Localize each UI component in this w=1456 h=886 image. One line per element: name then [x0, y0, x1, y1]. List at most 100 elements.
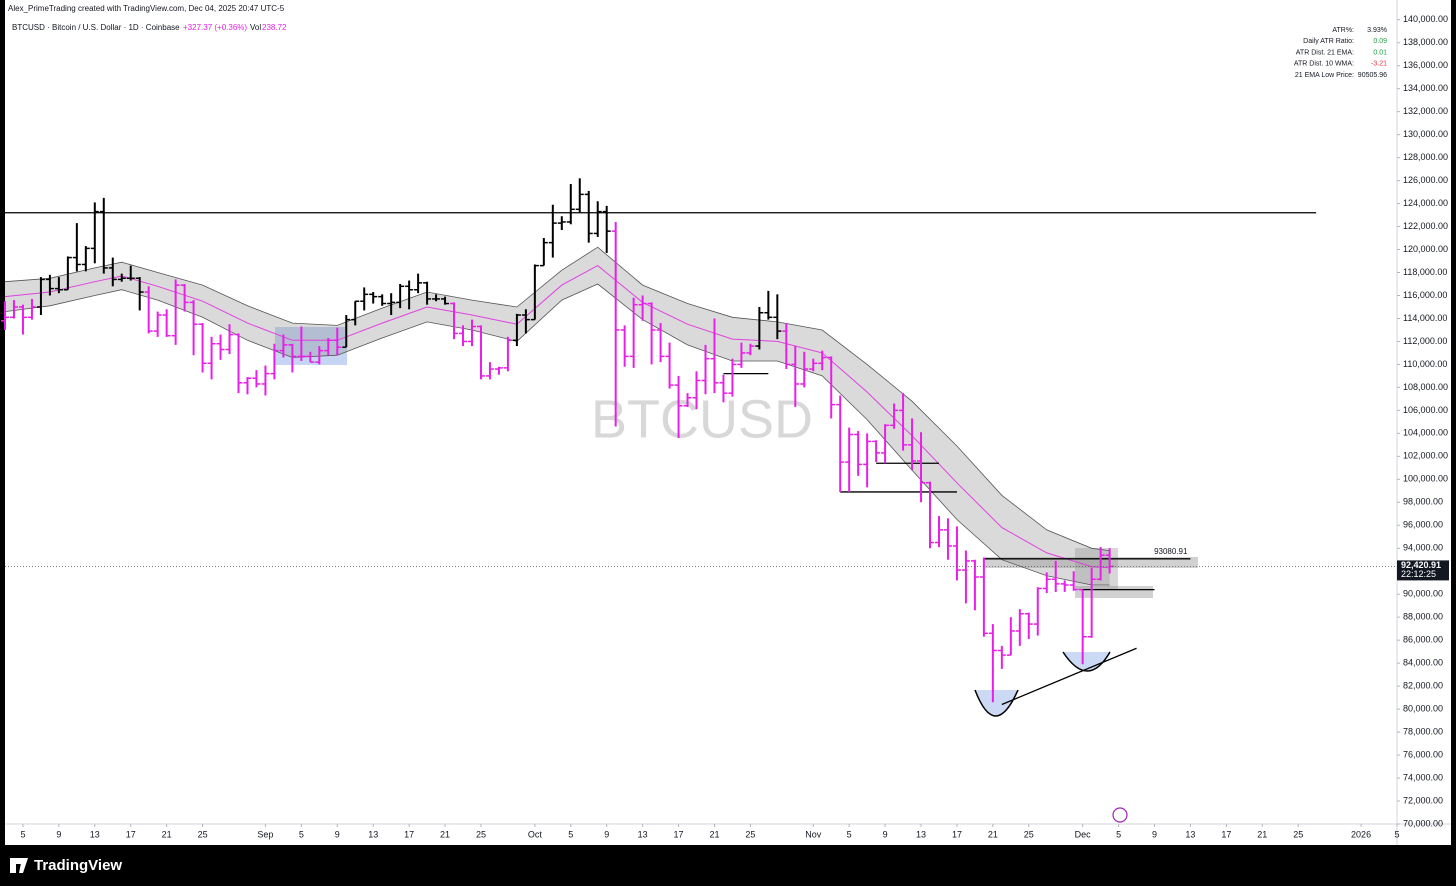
y-tick-label: 72,000.00	[1403, 795, 1443, 805]
x-tick-label: 13	[368, 829, 378, 839]
y-tick-label: 70,000.00	[1403, 818, 1443, 828]
y-tick-label: 90,000.00	[1403, 589, 1443, 599]
x-tick-label: 13	[638, 829, 648, 839]
info-value: 0.01	[1373, 49, 1387, 56]
alert-icon[interactable]	[1112, 807, 1128, 823]
band-lower	[4, 283, 1110, 586]
x-tick-label: Oct	[528, 829, 543, 839]
x-tick-label: 9	[604, 829, 609, 839]
cup-curve	[1062, 651, 1111, 672]
y-tick-label: 128,000.00	[1403, 152, 1448, 162]
x-tick-label: 5	[847, 829, 852, 839]
y-tick-label: 110,000.00	[1403, 359, 1447, 369]
x-tick-label: 21	[1257, 829, 1267, 839]
y-tick-label: 74,000.00	[1403, 772, 1443, 782]
change: +327.37 (+0.36%)	[183, 23, 247, 32]
y-tick-label: 136,000.00	[1403, 60, 1448, 70]
y-tick-label: 114,000.00	[1403, 313, 1447, 323]
header: Alex_PrimeTrading created with TradingVi…	[8, 4, 285, 13]
x-tick-label: 5	[1394, 829, 1399, 839]
last-price-label: 92,420.91	[1401, 560, 1441, 570]
info-label: ATR Dist. 21 EMA:	[1296, 49, 1354, 56]
symbol-legend: BTCUSD · Bitcoin / U.S. Dollar · 1D · Co…	[12, 23, 180, 32]
y-tick-label: 88,000.00	[1403, 612, 1443, 622]
info-label: 21 EMA Low Price:	[1295, 72, 1354, 79]
x-tick-label: 21	[988, 829, 998, 839]
y-tick-label: 80,000.00	[1403, 703, 1443, 713]
x-tick-label: 17	[1221, 829, 1231, 839]
x-tick-label: 9	[335, 829, 340, 839]
y-tick-label: 94,000.00	[1403, 543, 1443, 553]
y-tick-label: 96,000.00	[1403, 520, 1443, 530]
x-tick-label: 5	[1116, 829, 1121, 839]
x-tick-label: 21	[440, 829, 450, 839]
trendline	[1001, 647, 1137, 706]
volume-label: Vol	[250, 23, 261, 32]
x-tick-label: Dec	[1075, 829, 1092, 839]
x-tick-label: 25	[198, 829, 208, 839]
info-value: 3.93%	[1367, 27, 1387, 34]
info-label: Daily ATR Ratio:	[1303, 38, 1354, 45]
x-tick-label: 5	[20, 829, 25, 839]
y-tick-label: 132,000.00	[1403, 106, 1448, 116]
y-tick-label: 126,000.00	[1403, 175, 1448, 185]
x-tick-label: 13	[1185, 829, 1195, 839]
y-tick-label: 124,000.00	[1403, 198, 1448, 208]
brand-logo	[10, 858, 28, 873]
y-tick-label: 98,000.00	[1403, 497, 1443, 507]
y-tick-label: 106,000.00	[1403, 405, 1448, 415]
info-value: -3.21	[1371, 61, 1387, 68]
y-tick-label: 102,000.00	[1403, 451, 1448, 461]
x-tick-label: 5	[299, 829, 304, 839]
info-label: ATR%:	[1332, 27, 1354, 34]
y-tick-label: 140,000.00	[1403, 14, 1448, 24]
y-tick-label: 76,000.00	[1403, 749, 1443, 759]
y-tick-label: 104,000.00	[1403, 428, 1448, 438]
volume: 238.72	[262, 23, 287, 32]
x-tick-label: 17	[404, 829, 414, 839]
y-tick-label: 100,000.00	[1403, 474, 1448, 484]
band-upper	[4, 246, 1110, 551]
y-tick-label: 130,000.00	[1403, 129, 1448, 139]
info-value: 0.09	[1373, 38, 1387, 45]
level-label: 93080.91	[1154, 547, 1188, 556]
x-tick-label: 25	[745, 829, 755, 839]
y-tick-label: 112,000.00	[1403, 336, 1447, 346]
y-tick-label: 82,000.00	[1403, 681, 1443, 691]
zone-box	[985, 557, 1198, 568]
x-tick-label: 2026	[1351, 829, 1371, 839]
info-value: 90505.96	[1358, 72, 1387, 79]
y-tick-label: 120,000.00	[1403, 244, 1448, 254]
band-fill	[5, 247, 1110, 585]
countdown: 22:12:25	[1401, 569, 1436, 579]
x-tick-label: 25	[1024, 829, 1034, 839]
ema-line	[4, 265, 1110, 569]
y-tick-label: 122,000.00	[1403, 221, 1448, 231]
x-tick-label: 5	[568, 829, 573, 839]
y-tick-label: 86,000.00	[1403, 635, 1443, 645]
x-tick-label: 9	[883, 829, 888, 839]
last-price-box	[1397, 560, 1449, 581]
y-tick-label: 116,000.00	[1403, 290, 1447, 300]
x-tick-label: 25	[476, 829, 486, 839]
chart-area	[5, 0, 1451, 845]
x-tick-label: Sep	[257, 829, 273, 839]
x-tick-label: 21	[709, 829, 719, 839]
x-tick-label: 9	[1152, 829, 1157, 839]
y-tick-label: 138,000.00	[1403, 37, 1448, 47]
x-tick-label: 17	[674, 829, 684, 839]
x-tick-label: 17	[126, 829, 136, 839]
x-tick-label: 13	[90, 829, 100, 839]
x-tick-label: 17	[952, 829, 962, 839]
watermark: BTCUSD	[591, 389, 813, 449]
info-label: ATR Dist. 10 WMA:	[1294, 61, 1354, 68]
x-tick-label: 9	[56, 829, 61, 839]
y-tick-label: 84,000.00	[1403, 658, 1443, 668]
brand: TradingView	[34, 857, 122, 874]
x-tick-label: 21	[162, 829, 172, 839]
y-tick-label: 108,000.00	[1403, 382, 1448, 392]
x-tick-label: 13	[916, 829, 926, 839]
x-tick-label: 25	[1293, 829, 1303, 839]
x-tick-label: Nov	[805, 829, 822, 839]
